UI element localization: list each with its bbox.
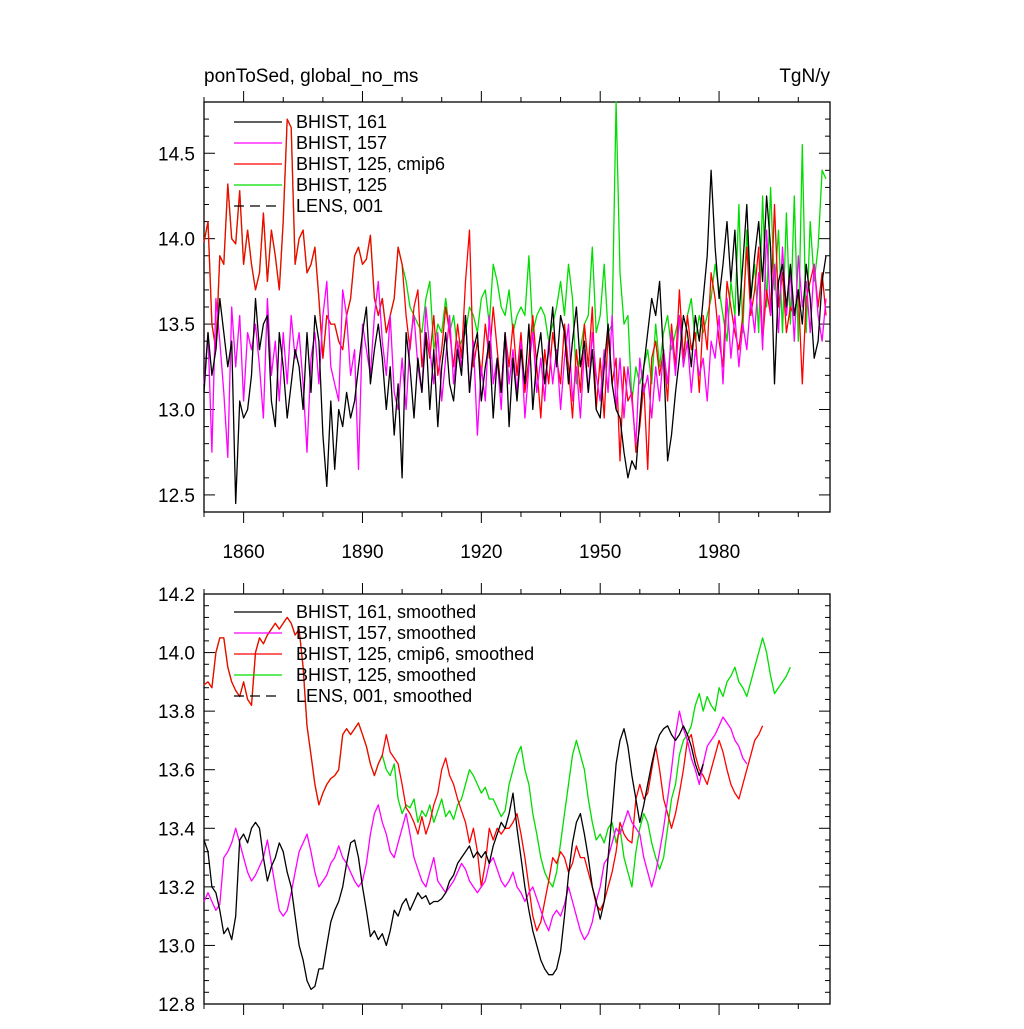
bottom-ytick-label: 12.8 — [158, 995, 195, 1016]
bottom-plot-frame — [203, 593, 831, 1005]
bottom-series-group — [203, 616, 791, 991]
bottom-legend-label: BHIST, 161, smoothed — [296, 602, 476, 622]
bottom-ytick-label: 13.0 — [158, 936, 195, 957]
top-xtick-label: 1860 — [222, 542, 264, 563]
bottom-legend-label: BHIST, 157, smoothed — [296, 623, 476, 643]
bottom-ytick-label: 13.4 — [158, 819, 195, 840]
bottom-series-bhist-161-smoothed — [203, 725, 704, 991]
top-axis-ticks: 12.5 13.0 13.5 14.0 14.5 1860 1890 1920 1950 1980 — [158, 91, 830, 563]
bottom-series-bhist-125-cmip6-smoothed — [203, 616, 764, 932]
bottom-ytick-label: 13.2 — [158, 878, 195, 899]
top-series-bhist-157 — [203, 229, 827, 470]
bottom-ytick-label: 13.8 — [158, 702, 195, 723]
top-ytick-label: 13.5 — [158, 315, 195, 336]
top-ytick-label: 14.5 — [158, 144, 195, 165]
top-xtick-label: 1920 — [460, 542, 502, 563]
top-legend-label: LENS, 001 — [296, 196, 383, 216]
top-xtick-label: 1950 — [579, 542, 621, 563]
bottom-ytick-label: 14.0 — [158, 644, 195, 665]
chart-title-left: ponToSed, global_no_ms — [204, 66, 418, 87]
top-ytick-label: 14.0 — [158, 230, 195, 251]
top-legend-label: BHIST, 125, cmip6 — [296, 154, 445, 174]
bottom-axis-ticks: 12.8 13.0 13.2 13.4 13.6 13.8 14.0 14.2 — [158, 583, 830, 1016]
bottom-ytick-label: 13.6 — [158, 761, 195, 782]
top-ytick-label: 13.0 — [158, 401, 195, 422]
bottom-legend-label: BHIST, 125, cmip6, smoothed — [296, 644, 534, 664]
bottom-legend-label: LENS, 001, smoothed — [296, 686, 472, 706]
top-legend-label: BHIST, 125 — [296, 175, 387, 195]
top-legend-label: BHIST, 157 — [296, 133, 387, 153]
top-xtick-label: 1890 — [341, 542, 383, 563]
top-ytick-label: 12.5 — [158, 486, 195, 507]
bottom-ytick-label: 14.2 — [158, 585, 195, 606]
bottom-series-bhist-157-smoothed — [203, 710, 748, 941]
chart-title-units: TgN/y — [779, 66, 830, 87]
top-series-group — [203, 101, 827, 505]
top-xtick-label: 1980 — [698, 542, 740, 563]
top-legend-label: BHIST, 161 — [296, 112, 387, 132]
top-series-bhist-161 — [203, 169, 827, 505]
bottom-panel: 12.8 13.0 13.2 13.4 13.6 13.8 14.0 14.2 BHIST, … — [158, 583, 831, 1016]
top-panel: ponToSed, global_no_ms TgN/y 12.5 13.0 13.… — [158, 66, 831, 563]
bottom-legend-label: BHIST, 125, smoothed — [296, 665, 476, 685]
